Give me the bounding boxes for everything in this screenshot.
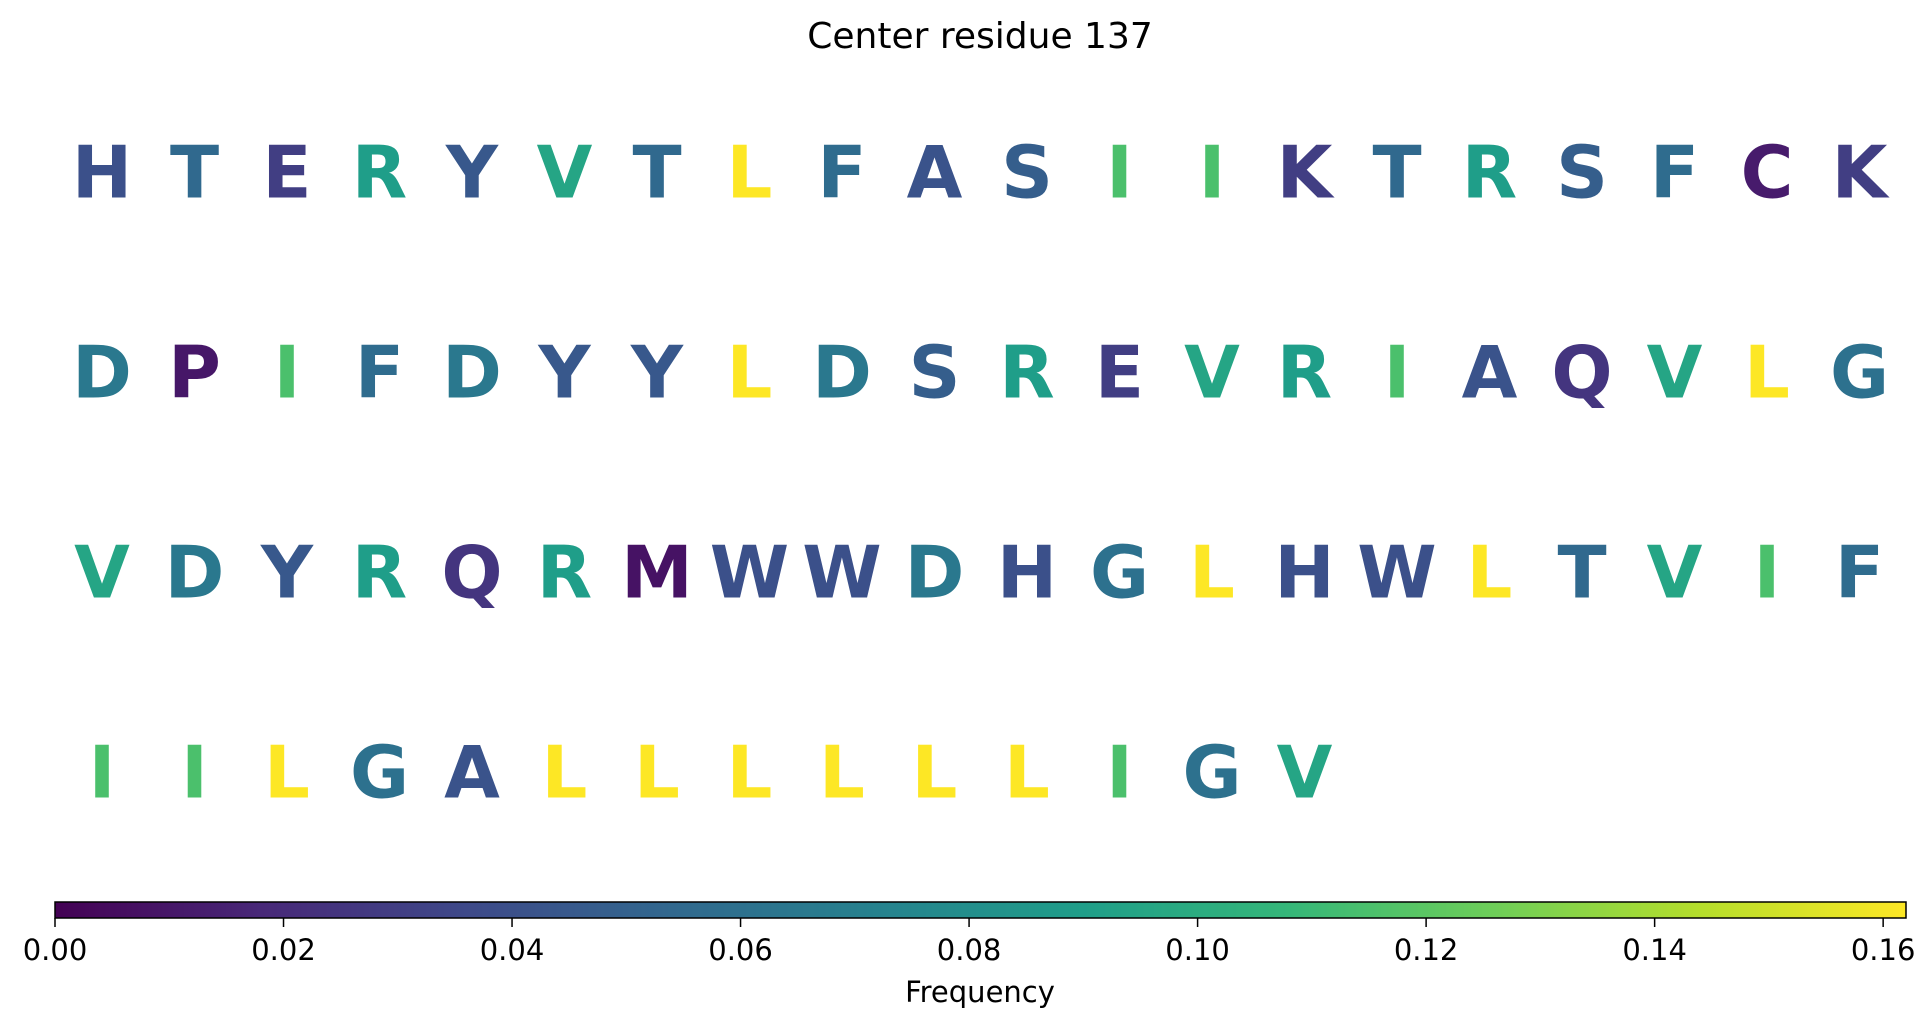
residue-letter: Y <box>260 531 314 615</box>
residue-letter: Q <box>441 531 502 615</box>
residue-letter: L <box>1189 531 1235 615</box>
residue-letter: V <box>1184 331 1240 415</box>
residue-letter: T <box>1557 531 1606 615</box>
residue-letter: L <box>1744 331 1790 415</box>
residue-letter: L <box>727 131 773 215</box>
residue-letter: I <box>181 731 208 815</box>
residue-letter: I <box>1106 731 1133 815</box>
residue-grid: H T E R Y V T L F A S I I K T R S F C KD P I F D Y Y L D S R E V R I A Q V L G… <box>72 131 1890 815</box>
residue-letter: L <box>264 731 310 815</box>
residue-letter: V <box>1647 331 1703 415</box>
residue-letter: I <box>274 331 301 415</box>
residue-letter: A <box>444 731 500 815</box>
residue-letter: P <box>168 331 221 415</box>
residue-letter: D <box>812 331 872 415</box>
residue-letter: G <box>350 731 409 815</box>
residue-letter: R <box>537 531 592 615</box>
residue-letter: L <box>819 731 865 815</box>
residue-letter: I <box>1754 531 1781 615</box>
residue-letter: G <box>1090 531 1149 615</box>
residue-letter: S <box>1001 131 1053 215</box>
residue-letter: S <box>909 331 961 415</box>
colorbar-tick-label: 0.14 <box>1622 933 1687 967</box>
residue-letter: R <box>1462 131 1517 215</box>
residue-letter: L <box>727 731 773 815</box>
residue-letter: H <box>997 531 1057 615</box>
colorbar-tick-label: 0.10 <box>1165 933 1230 967</box>
chart-title: Center residue 137 <box>807 16 1153 57</box>
residue-letter: L <box>1004 731 1050 815</box>
residue-letter: K <box>1277 131 1335 215</box>
residue-letter: Y <box>537 331 591 415</box>
residue-letter: R <box>1277 331 1332 415</box>
colorbar-frame <box>54 901 1907 919</box>
residue-letter: E <box>1095 331 1144 415</box>
residue-letter: F <box>1835 531 1884 615</box>
residue-letter: G <box>1830 331 1889 415</box>
residue-letter: R <box>352 131 407 215</box>
residue-letter: Q <box>1551 331 1612 415</box>
colorbar-tick-label: 0.16 <box>1851 933 1916 967</box>
residue-letter: I <box>89 731 116 815</box>
residue-letter: W <box>1357 531 1436 615</box>
colorbar-ticks: 0.00 0.02 0.04 0.06 0.08 0.10 0.12 0.14 0.16 <box>23 918 1916 967</box>
residue-letter: V <box>1277 731 1333 815</box>
residue-letter: T <box>1372 131 1421 215</box>
residue-letter: S <box>1556 131 1608 215</box>
residue-letter: V <box>1647 531 1703 615</box>
residue-letter: M <box>621 531 693 615</box>
residue-letter: Y <box>630 331 684 415</box>
residue-letter: F <box>817 131 866 215</box>
colorbar-tick-label: 0.00 <box>23 933 88 967</box>
colorbar-tick-label: 0.12 <box>1394 933 1459 967</box>
residue-letter: A <box>907 131 963 215</box>
residue-letter: L <box>912 731 958 815</box>
residue-letter: H <box>1274 531 1334 615</box>
residue-letter: L <box>542 731 588 815</box>
residue-letter: W <box>710 531 789 615</box>
residue-letter: R <box>999 331 1054 415</box>
colorbar-tick-label: 0.02 <box>251 933 316 967</box>
colorbar-gradient <box>55 902 1906 918</box>
residue-letter: I <box>1199 131 1226 215</box>
residue-letter: Y <box>445 131 499 215</box>
residue-letter: E <box>262 131 311 215</box>
residue-letter: I <box>1384 331 1411 415</box>
residue-letter: A <box>1462 331 1518 415</box>
residue-letter: T <box>632 131 681 215</box>
residue-letter: K <box>1832 131 1890 215</box>
residue-letter: V <box>74 531 130 615</box>
colorbar-tick-label: 0.08 <box>937 933 1002 967</box>
residue-letter: I <box>1106 131 1133 215</box>
colorbar-tick-label: 0.06 <box>708 933 773 967</box>
colorbar-label: Frequency <box>905 975 1055 1009</box>
residue-letter: W <box>802 531 881 615</box>
residue-letter: C <box>1741 131 1794 215</box>
residue-letter: V <box>537 131 593 215</box>
residue-letter: L <box>1467 531 1513 615</box>
residue-letter: T <box>170 131 219 215</box>
colorbar: 0.00 0.02 0.04 0.06 0.08 0.10 0.12 0.14 0.16 Fre… <box>23 901 1916 1009</box>
residue-letter: L <box>634 731 680 815</box>
residue-letter: R <box>352 531 407 615</box>
residue-letter: D <box>72 331 132 415</box>
residue-letter: D <box>165 531 225 615</box>
residue-letter: D <box>442 331 502 415</box>
colorbar-tick-label: 0.04 <box>480 933 545 967</box>
residue-letter: F <box>355 331 404 415</box>
residue-letter: H <box>72 131 132 215</box>
residue-letter: L <box>727 331 773 415</box>
residue-letter: G <box>1182 731 1241 815</box>
residue-letter: D <box>905 531 965 615</box>
residue-letter: F <box>1650 131 1699 215</box>
